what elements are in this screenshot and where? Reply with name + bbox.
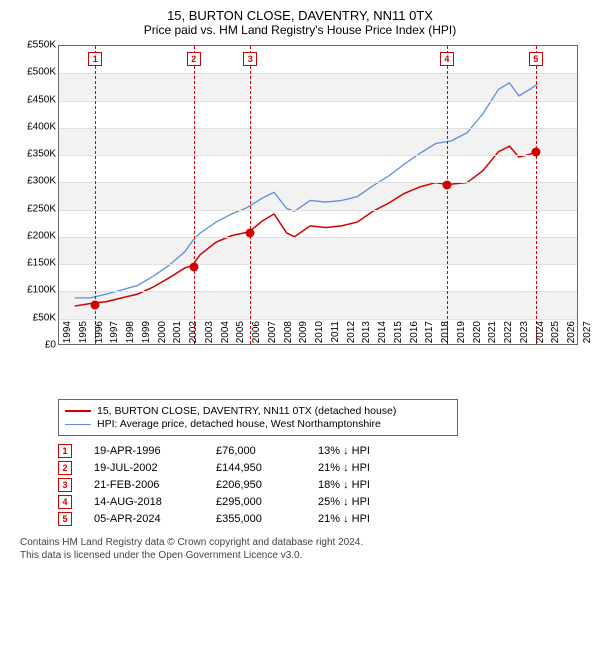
sale-dot <box>189 262 198 271</box>
y-axis-label: £250K <box>10 203 56 214</box>
sales-table: 1 19-APR-1996 £76,000 13% ↓ HPI 2 19-JUL-2002… <box>58 444 590 526</box>
x-axis-label: 2000 <box>157 321 168 351</box>
sales-row-marker: 5 <box>58 512 72 526</box>
plot-area: 1 2 3 4 5 <box>58 45 578 345</box>
x-axis-label: 2013 <box>361 321 372 351</box>
x-axis-label: 2016 <box>409 321 420 351</box>
sale-marker-box: 2 <box>187 52 201 66</box>
sales-row: 2 19-JUL-2002 £144,950 21% ↓ HPI <box>58 461 590 475</box>
x-axis-label: 2025 <box>550 321 561 351</box>
x-axis-label: 2001 <box>172 321 183 351</box>
x-axis-label: 2022 <box>503 321 514 351</box>
footer-line: Contains HM Land Registry data © Crown c… <box>20 536 590 549</box>
x-axis-label: 2023 <box>519 321 530 351</box>
x-axis-label: 2012 <box>346 321 357 351</box>
chart-container: 15, BURTON CLOSE, DAVENTRY, NN11 0TX Pri… <box>0 0 600 570</box>
legend-item: HPI: Average price, detached house, West… <box>65 418 451 430</box>
legend-swatch <box>65 410 91 412</box>
sales-row-date: 19-JUL-2002 <box>94 462 194 474</box>
x-axis-label: 2014 <box>377 321 388 351</box>
footer-attribution: Contains HM Land Registry data © Crown c… <box>20 536 590 562</box>
sales-row-date: 14-AUG-2018 <box>94 496 194 508</box>
sales-row-delta: 21% ↓ HPI <box>318 462 408 474</box>
x-axis-label: 1995 <box>78 321 89 351</box>
sales-row: 3 21-FEB-2006 £206,950 18% ↓ HPI <box>58 478 590 492</box>
sales-row-marker: 1 <box>58 444 72 458</box>
page-title: 15, BURTON CLOSE, DAVENTRY, NN11 0TX <box>10 8 590 23</box>
page-subtitle: Price paid vs. HM Land Registry's House … <box>10 23 590 37</box>
line-series-svg <box>59 46 577 344</box>
x-axis-label: 2003 <box>204 321 215 351</box>
x-axis-label: 2008 <box>283 321 294 351</box>
sales-row-price: £76,000 <box>216 445 296 457</box>
x-axis-label: 2021 <box>487 321 498 351</box>
y-axis-label: £550K <box>10 40 56 51</box>
legend-item: 15, BURTON CLOSE, DAVENTRY, NN11 0TX (de… <box>65 405 451 417</box>
legend-swatch <box>65 424 91 425</box>
footer-line: This data is licensed under the Open Gov… <box>20 549 590 562</box>
sale-dot <box>531 148 540 157</box>
x-axis-label: 2005 <box>235 321 246 351</box>
sale-dot <box>91 300 100 309</box>
x-axis-label: 2017 <box>424 321 435 351</box>
x-axis-label: 2007 <box>267 321 278 351</box>
y-axis-label: £450K <box>10 94 56 105</box>
sales-row-price: £206,950 <box>216 479 296 491</box>
sale-marker-box: 4 <box>440 52 454 66</box>
x-axis-label: 2006 <box>251 321 262 351</box>
sales-row-marker: 3 <box>58 478 72 492</box>
sales-row-marker: 2 <box>58 461 72 475</box>
x-axis-label: 2004 <box>220 321 231 351</box>
sales-row-date: 05-APR-2024 <box>94 513 194 525</box>
y-axis-label: £100K <box>10 285 56 296</box>
y-axis-label: £400K <box>10 121 56 132</box>
sales-row-date: 21-FEB-2006 <box>94 479 194 491</box>
sales-row-marker: 4 <box>58 495 72 509</box>
y-axis-label: £200K <box>10 230 56 241</box>
y-axis-label: £350K <box>10 149 56 160</box>
series-hpi <box>75 83 538 298</box>
x-axis-label: 2002 <box>188 321 199 351</box>
x-axis-label: 1999 <box>141 321 152 351</box>
x-axis-label: 2026 <box>566 321 577 351</box>
x-axis-label: 1996 <box>94 321 105 351</box>
sales-row-delta: 21% ↓ HPI <box>318 513 408 525</box>
x-axis-label: 1997 <box>109 321 120 351</box>
sales-row-delta: 25% ↓ HPI <box>318 496 408 508</box>
sale-marker-box: 3 <box>243 52 257 66</box>
x-axis-label: 2020 <box>472 321 483 351</box>
sales-row-price: £144,950 <box>216 462 296 474</box>
x-axis-label: 2009 <box>298 321 309 351</box>
x-axis-label: 2010 <box>314 321 325 351</box>
sales-row: 5 05-APR-2024 £355,000 21% ↓ HPI <box>58 512 590 526</box>
y-axis-label: £500K <box>10 67 56 78</box>
sale-marker-box: 5 <box>529 52 543 66</box>
sales-row: 1 19-APR-1996 £76,000 13% ↓ HPI <box>58 444 590 458</box>
sales-row-date: 19-APR-1996 <box>94 445 194 457</box>
sale-dot <box>246 229 255 238</box>
x-axis-label: 2019 <box>456 321 467 351</box>
sales-row-delta: 18% ↓ HPI <box>318 479 408 491</box>
x-axis-label: 2027 <box>582 321 593 351</box>
legend-label: 15, BURTON CLOSE, DAVENTRY, NN11 0TX (de… <box>97 405 396 417</box>
y-axis-label: £50K <box>10 312 56 323</box>
legend-box: 15, BURTON CLOSE, DAVENTRY, NN11 0TX (de… <box>58 399 458 436</box>
sale-marker-box: 1 <box>88 52 102 66</box>
y-axis-label: £300K <box>10 176 56 187</box>
sales-row-price: £295,000 <box>216 496 296 508</box>
sales-row-delta: 13% ↓ HPI <box>318 445 408 457</box>
x-axis-label: 2024 <box>535 321 546 351</box>
sales-row: 4 14-AUG-2018 £295,000 25% ↓ HPI <box>58 495 590 509</box>
legend-label: HPI: Average price, detached house, West… <box>97 418 381 430</box>
x-axis-label: 2018 <box>440 321 451 351</box>
chart-area: 1 2 3 4 5 £0 £50K £100K £150K £200K £250K £300K £35… <box>10 43 590 393</box>
sale-dot <box>442 181 451 190</box>
x-axis-label: 2015 <box>393 321 404 351</box>
x-axis-label: 1998 <box>125 321 136 351</box>
sales-row-price: £355,000 <box>216 513 296 525</box>
x-axis-label: 1994 <box>62 321 73 351</box>
y-axis-label: £150K <box>10 258 56 269</box>
x-axis-label: 2011 <box>330 321 341 351</box>
y-axis-label: £0 <box>10 340 56 351</box>
